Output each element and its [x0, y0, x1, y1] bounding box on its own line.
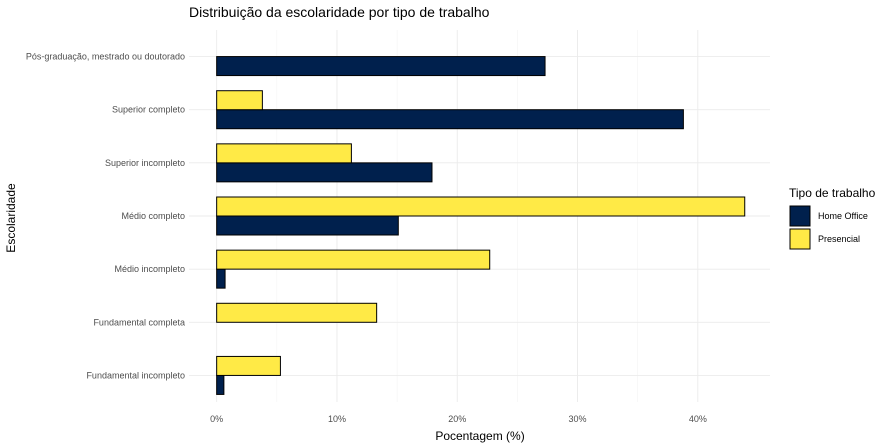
- bar-1-6: [216, 355, 281, 376]
- x-tick-label: 0%: [210, 414, 223, 424]
- x-axis-title: Pocentagem (%): [435, 429, 524, 443]
- bar-0-2: [216, 162, 433, 183]
- y-tick-label: Pós-graduação, mestrado ou doutorado: [26, 52, 185, 62]
- y-tick-label: Superior incompleto: [105, 158, 185, 168]
- legend-label: Home Office: [818, 211, 868, 221]
- bar-0-0: [216, 56, 546, 77]
- y-tick-label: Superior completo: [112, 105, 185, 115]
- y-tick-label: Fundamental completa: [93, 317, 185, 327]
- y-tick-label: Médio completo: [121, 211, 185, 221]
- y-axis-title: Escolaridade: [4, 183, 18, 253]
- legend-items: Home Office Presencial: [789, 205, 868, 250]
- bar-1-3: [216, 196, 746, 217]
- bar-0-3: [216, 215, 399, 236]
- chart-title: Distribuição da escolaridade por tipo de…: [189, 4, 490, 20]
- bars: [216, 56, 746, 395]
- bar-1-1: [216, 90, 263, 111]
- legend: Tipo de trabalho Home Office Presencial: [789, 186, 876, 250]
- bar-1-4: [216, 249, 491, 270]
- bar-1-5: [216, 302, 378, 323]
- x-tick-label: 40%: [689, 414, 707, 424]
- legend-label: Presencial: [818, 234, 860, 244]
- legend-title: Tipo de trabalho: [789, 186, 876, 200]
- y-tick-label: Médio incompleto: [114, 264, 185, 274]
- bar-0-4: [216, 268, 226, 289]
- legend-swatch: [789, 205, 811, 227]
- x-tick-labels: 0% 10% 20% 30% 40%: [210, 414, 707, 424]
- y-tick-labels: Pós-graduação, mestrado ou doutorado Supe…: [26, 52, 185, 381]
- x-tick-label: 10%: [328, 414, 346, 424]
- x-tick-label: 30%: [569, 414, 587, 424]
- y-tick-label: Fundamental incompleto: [86, 370, 185, 380]
- x-tick-label: 20%: [448, 414, 466, 424]
- bar-1-2: [216, 143, 352, 164]
- bar-0-1: [216, 109, 684, 130]
- bar-0-6: [216, 374, 225, 395]
- legend-swatch: [789, 228, 811, 250]
